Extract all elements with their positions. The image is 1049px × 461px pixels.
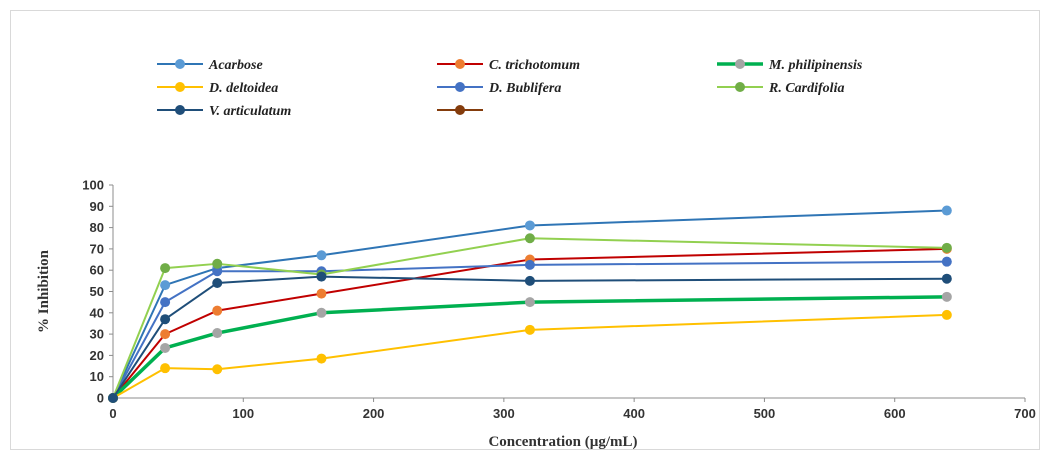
legend-item: Acarbose (157, 58, 263, 73)
legend-label: M. philipinensis (768, 58, 863, 73)
legend-swatch-marker (735, 59, 745, 69)
axes: 0 10 20 30 40 50 60 70 80 90 100 0 100 200 300 400 500 60… (82, 178, 1036, 422)
series-6 (108, 271, 952, 403)
legend-item (437, 105, 483, 115)
y-tick-label: 40 (90, 305, 104, 320)
data-point (316, 250, 327, 261)
y-tick-label: 60 (90, 263, 104, 278)
data-point (524, 233, 535, 244)
data-point (524, 275, 535, 286)
data-point (160, 263, 171, 274)
data-point (316, 271, 327, 282)
y-tick-label: 20 (90, 348, 104, 363)
y-axis-title: % Inhibition (36, 249, 52, 333)
series-line (112, 313, 947, 399)
data-point (212, 328, 223, 339)
series-layer (108, 205, 952, 403)
data-point (212, 305, 223, 316)
data-point (212, 258, 223, 269)
data-point (941, 309, 952, 320)
legend-swatch-marker (175, 82, 185, 92)
legend-item: V. articulatum (157, 104, 291, 119)
series-line (112, 237, 947, 399)
data-point (524, 297, 535, 308)
data-point (160, 363, 171, 374)
legend-label: C. trichotomum (489, 58, 580, 73)
legend-swatch-marker (455, 82, 465, 92)
data-point (212, 277, 223, 288)
data-point (160, 329, 171, 340)
data-point (160, 280, 171, 291)
legend-item: D. Bublifera (437, 81, 561, 96)
data-point (524, 259, 535, 270)
x-tick-label: 500 (754, 406, 776, 421)
legend-label: V. articulatum (209, 104, 291, 119)
data-point (160, 297, 171, 308)
legend-swatch-marker (455, 105, 465, 115)
legend-swatch-marker (455, 59, 465, 69)
data-point (524, 324, 535, 335)
legend-label: Acarbose (208, 58, 263, 73)
data-point (941, 205, 952, 216)
data-point (524, 220, 535, 231)
y-tick-label: 80 (90, 220, 104, 235)
legend-label: D. Bublifera (488, 81, 561, 96)
series-line (112, 275, 947, 399)
data-point (316, 353, 327, 364)
series-3 (108, 309, 952, 403)
data-point (108, 393, 118, 403)
x-tick-label: 100 (232, 406, 254, 421)
series-line (112, 260, 947, 399)
legend-item: D. deltoidea (157, 81, 278, 96)
data-point (941, 273, 952, 284)
series-line (112, 247, 947, 399)
data-point (160, 314, 171, 325)
data-point (316, 307, 327, 318)
x-tick-label: 200 (363, 406, 385, 421)
y-tick-label: 30 (90, 327, 104, 342)
legend-item: M. philipinensis (717, 58, 863, 73)
y-tick-label: 100 (82, 178, 104, 193)
legend-swatch-marker (735, 82, 745, 92)
series-line (112, 209, 947, 399)
data-point (941, 242, 952, 253)
data-point (160, 342, 171, 353)
data-point (941, 256, 952, 267)
data-point (316, 288, 327, 299)
y-tick-label: 50 (90, 284, 104, 299)
y-tick-label: 70 (90, 241, 104, 256)
legend-label: R. Cardifolia (768, 81, 844, 96)
legend-item: R. Cardifolia (717, 81, 844, 96)
data-point (941, 291, 952, 302)
legend-swatch-marker (175, 105, 185, 115)
legend-label: D. deltoidea (208, 81, 278, 96)
legend-item: C. trichotomum (437, 58, 580, 73)
x-tick-label: 600 (884, 406, 906, 421)
x-tick-label: 0 (109, 406, 116, 421)
y-tick-label: 0 (97, 391, 104, 406)
legend-swatch-marker (175, 59, 185, 69)
y-tick-label: 90 (90, 199, 104, 214)
x-tick-label: 400 (623, 406, 645, 421)
series-line (111, 295, 947, 400)
data-point (212, 266, 223, 277)
x-axis-title: Concentration (µg/mL) (488, 434, 637, 450)
legend: Acarbose C. trichotomum M. philipinensis D.… (157, 58, 863, 119)
data-point (212, 364, 223, 375)
y-tick-label: 10 (90, 369, 104, 384)
x-tick-label: 700 (1014, 406, 1036, 421)
series-2 (108, 291, 952, 403)
x-tick-label: 300 (493, 406, 515, 421)
